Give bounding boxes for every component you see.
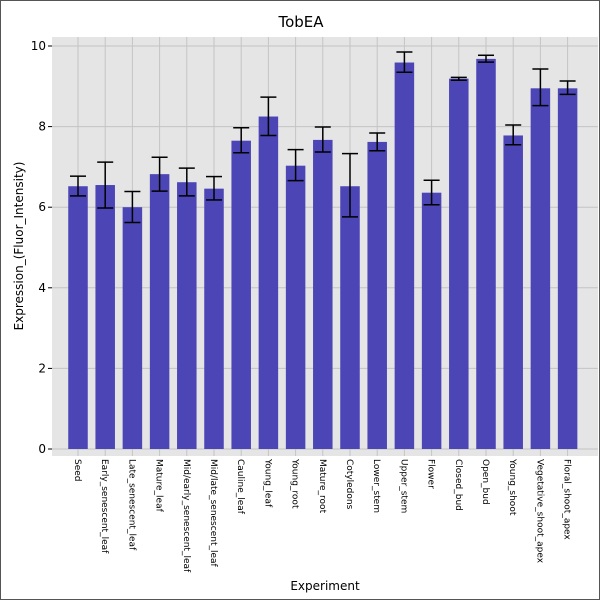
- x-category-label: Mature_leaf: [154, 459, 164, 513]
- x-category-label: Young_root: [290, 458, 300, 509]
- error-bar: [559, 80, 576, 96]
- y-tick-label: 8: [38, 120, 46, 134]
- y-tick-label: 0: [38, 442, 46, 456]
- bar: [313, 139, 333, 450]
- x-category-label: Early_senescent_leaf: [99, 459, 109, 554]
- x-axis-category-labels: Seed Early_senescent_leaf Late_senescent_l…: [72, 458, 572, 573]
- error-bar: [97, 161, 114, 209]
- y-tick-label: 2: [38, 361, 46, 375]
- error-bar: [532, 68, 549, 107]
- error-bar: [423, 179, 440, 206]
- error-bar: [70, 175, 86, 197]
- error-bar: [505, 124, 522, 146]
- bar: [177, 182, 197, 450]
- x-category-label: Mid/early_senescent_leaf: [181, 459, 191, 573]
- error-bar: [314, 126, 331, 153]
- error-bar: [369, 132, 386, 152]
- error-bar: [206, 175, 222, 201]
- error-bar: [151, 156, 168, 192]
- x-category-label: Mid/late_senescent_leaf: [208, 459, 218, 568]
- bar: [530, 88, 551, 449]
- y-axis-ticks: 0 2 4 6 8 10: [31, 39, 52, 456]
- chart-title: TobEA: [277, 13, 324, 31]
- x-category-label: Cotyledons: [344, 459, 354, 510]
- bar: [95, 185, 115, 449]
- bar: [449, 78, 469, 449]
- x-category-label: Young_shoot: [507, 458, 517, 516]
- x-category-label: Open_bud: [480, 459, 490, 505]
- x-category-label: Cauline_leaf: [235, 459, 245, 515]
- bar: [476, 58, 496, 450]
- error-bar: [287, 148, 304, 182]
- bar: [285, 165, 306, 450]
- x-category-label: Late_senescent_leaf: [126, 459, 136, 551]
- x-category-label: Young_leaf: [262, 458, 272, 508]
- bar: [204, 188, 224, 450]
- y-tick-label: 10: [31, 39, 46, 53]
- bar: [421, 192, 442, 449]
- bar: [340, 186, 360, 449]
- x-category-label: Flower: [426, 459, 436, 489]
- error-bar: [396, 51, 413, 73]
- error-bar: [233, 127, 250, 154]
- x-category-label: Seed: [72, 459, 82, 482]
- bar: [394, 62, 415, 449]
- x-category-label: Closed_bud: [453, 459, 463, 511]
- error-bar: [124, 190, 141, 224]
- bar: [231, 140, 251, 449]
- x-category-label: Lower_stem: [371, 459, 381, 513]
- error-bar: [342, 152, 358, 218]
- y-tick-label: 6: [38, 200, 46, 214]
- y-tick-label: 4: [38, 281, 46, 295]
- bar: [68, 186, 88, 449]
- bar: [258, 116, 279, 450]
- bars: [68, 58, 578, 450]
- bar: [122, 207, 143, 449]
- x-category-label: Upper_stem: [398, 459, 408, 513]
- y-axis-title: Expression_(Fluor_Intensity): [12, 162, 26, 331]
- error-bar: [178, 167, 195, 197]
- bar: [503, 135, 523, 449]
- error-bars: [70, 51, 576, 224]
- error-bar: [478, 54, 494, 63]
- bar: [557, 88, 578, 449]
- error-bar: [260, 96, 277, 137]
- bar: [367, 141, 387, 449]
- x-category-label: Vegetative_shoot_apex: [534, 459, 544, 564]
- x-category-label: Mature_root: [317, 459, 327, 514]
- error-bar: [450, 76, 467, 82]
- x-category-label: Floral_shoot_apex: [562, 459, 572, 540]
- x-axis-title: Experiment: [290, 579, 360, 593]
- bar: [149, 174, 170, 450]
